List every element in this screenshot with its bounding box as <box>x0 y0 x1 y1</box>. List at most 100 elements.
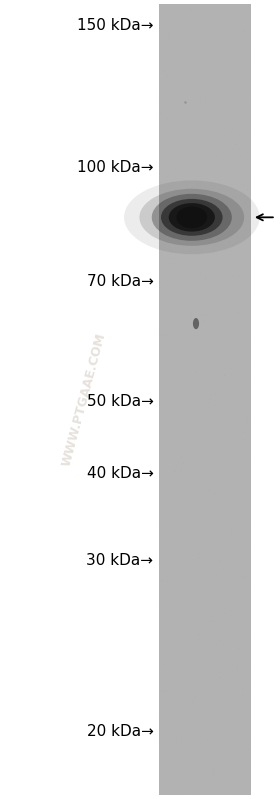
Point <box>194 486 199 499</box>
Point <box>160 715 164 728</box>
Point <box>212 482 216 495</box>
Point <box>217 386 221 399</box>
Point <box>236 646 241 659</box>
Point <box>209 406 214 419</box>
Point <box>239 119 243 132</box>
Point <box>241 287 246 300</box>
Point <box>178 161 182 173</box>
Point <box>245 384 249 396</box>
Point <box>248 646 252 659</box>
Point <box>220 153 225 165</box>
Point <box>167 513 172 526</box>
Point <box>218 128 223 141</box>
Point <box>202 436 207 449</box>
Ellipse shape <box>124 181 260 254</box>
Point <box>183 359 187 372</box>
Point <box>180 629 184 642</box>
Point <box>161 3 165 16</box>
Point <box>231 376 235 389</box>
Point <box>169 400 173 413</box>
Point <box>246 562 250 575</box>
Point <box>179 212 183 225</box>
Point <box>162 485 167 498</box>
Point <box>246 308 250 320</box>
Point <box>244 10 249 23</box>
Point <box>232 300 237 313</box>
Point <box>169 88 174 101</box>
Point <box>178 725 182 738</box>
Point <box>178 669 182 682</box>
Point <box>199 142 203 155</box>
Point <box>214 271 219 284</box>
Point <box>178 497 183 510</box>
Point <box>192 559 196 571</box>
Point <box>242 571 247 584</box>
Point <box>244 194 249 207</box>
Point <box>168 643 172 656</box>
Point <box>237 463 242 476</box>
Point <box>179 40 183 53</box>
Point <box>185 568 189 581</box>
Point <box>231 23 236 36</box>
Point <box>177 144 181 157</box>
Point <box>214 1 218 14</box>
Point <box>190 375 194 388</box>
Point <box>216 640 220 653</box>
Point <box>185 555 189 568</box>
Point <box>234 399 238 411</box>
Point <box>236 153 240 165</box>
Point <box>175 781 180 794</box>
Point <box>176 296 180 309</box>
Point <box>180 524 184 537</box>
Point <box>167 256 172 268</box>
Point <box>216 570 220 582</box>
Point <box>179 451 184 463</box>
Point <box>220 656 225 669</box>
Point <box>248 702 252 715</box>
Point <box>243 539 248 552</box>
Point <box>204 150 209 163</box>
Point <box>160 356 164 369</box>
Point <box>239 570 244 582</box>
Point <box>218 256 222 268</box>
Point <box>196 295 201 308</box>
Point <box>218 26 222 39</box>
Point <box>186 419 191 432</box>
Point <box>213 74 218 87</box>
Point <box>220 634 224 647</box>
Point <box>221 630 225 642</box>
Point <box>180 194 185 207</box>
Point <box>227 118 231 131</box>
Point <box>202 327 207 340</box>
Point <box>217 725 222 737</box>
Point <box>209 396 213 408</box>
Point <box>196 789 200 799</box>
Point <box>172 72 176 85</box>
Point <box>181 447 185 459</box>
Point <box>221 463 225 475</box>
Point <box>223 368 227 381</box>
Point <box>224 744 228 757</box>
Point <box>195 504 199 517</box>
Point <box>161 506 165 519</box>
Point <box>173 724 178 737</box>
Point <box>207 610 212 623</box>
Point <box>193 92 198 105</box>
Point <box>216 657 220 670</box>
Point <box>221 668 225 681</box>
Point <box>229 361 234 374</box>
Point <box>224 334 229 347</box>
Point <box>224 579 229 592</box>
Point <box>214 133 219 146</box>
Point <box>225 505 229 518</box>
Point <box>160 507 164 519</box>
Point <box>220 52 224 65</box>
Point <box>217 742 221 755</box>
Point <box>237 216 242 229</box>
Point <box>204 708 209 721</box>
Point <box>205 31 209 44</box>
Point <box>178 379 182 392</box>
Point <box>188 578 193 591</box>
Point <box>184 81 188 94</box>
Point <box>218 598 222 611</box>
